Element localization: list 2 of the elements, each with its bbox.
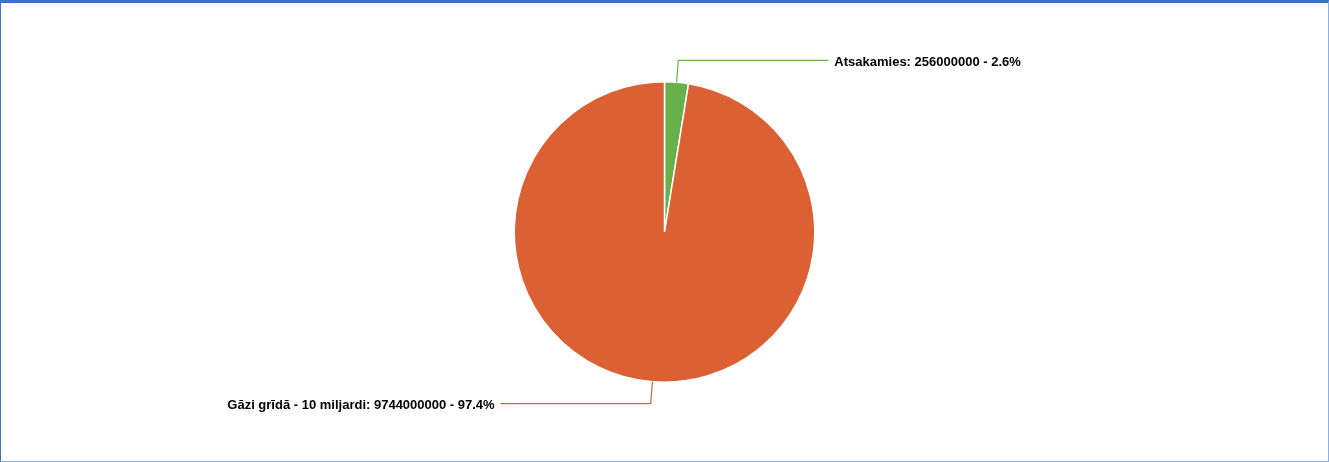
slice-label: Atsakamies: 256000000 - 2.6%	[834, 53, 1022, 69]
slice-label: Gāzi grīdā - 10 miljardi: 9744000000 - 97.4%	[227, 397, 496, 413]
